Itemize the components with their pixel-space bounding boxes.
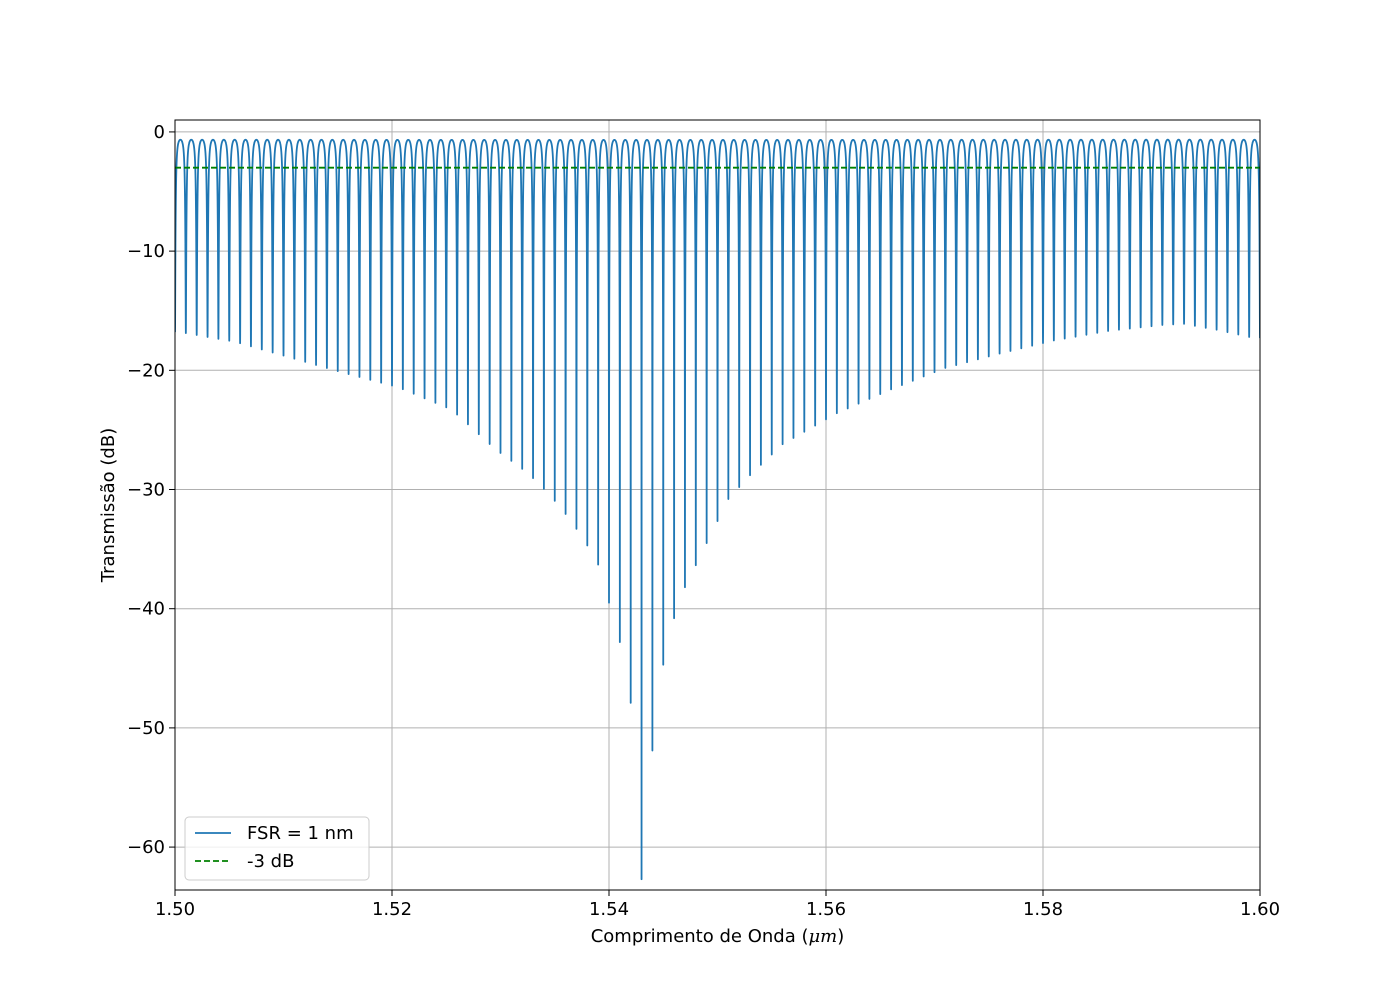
y-tick-label: −20 [127,360,165,381]
legend-label-fsr: FSR = 1 nm [247,823,354,844]
x-tick-label: 1.50 [155,899,195,920]
x-axis-label: Comprimento de Onda (μm) [591,926,845,947]
y-tick-label: 0 [154,122,165,143]
x-axis-label-prefix: Comprimento de Onda ( [591,926,809,947]
y-tick-label: −10 [127,241,165,262]
legend: FSR = 1 nm -3 dB [184,816,370,881]
y-tick-label: −60 [127,837,165,858]
x-tick-label: 1.52 [372,899,412,920]
x-tick-label: 1.58 [1023,899,1063,920]
x-axis-label-unit: μm [808,926,837,947]
deepest-notch-point [640,878,643,880]
x-tick-label: 1.56 [806,899,846,920]
y-tick-label: −50 [127,718,165,739]
plot-area [175,138,1260,881]
x-tick-label: 1.60 [1240,899,1280,920]
series-fsr-line [175,138,1260,881]
y-tick-label: −40 [127,599,165,620]
y-tick-label: −30 [127,480,165,501]
legend-label-minus-3db: -3 dB [247,851,294,872]
ticks: 1.50 1.52 1.54 1.56 1.58 1.60 0 −10 −20 −30 −40 −50… [127,122,1280,920]
y-axis-label: Transmissão (dB) [98,428,119,583]
x-axis-label-suffix: ) [837,926,844,947]
axes-frame [174,119,1261,891]
x-tick-label: 1.54 [589,899,629,920]
